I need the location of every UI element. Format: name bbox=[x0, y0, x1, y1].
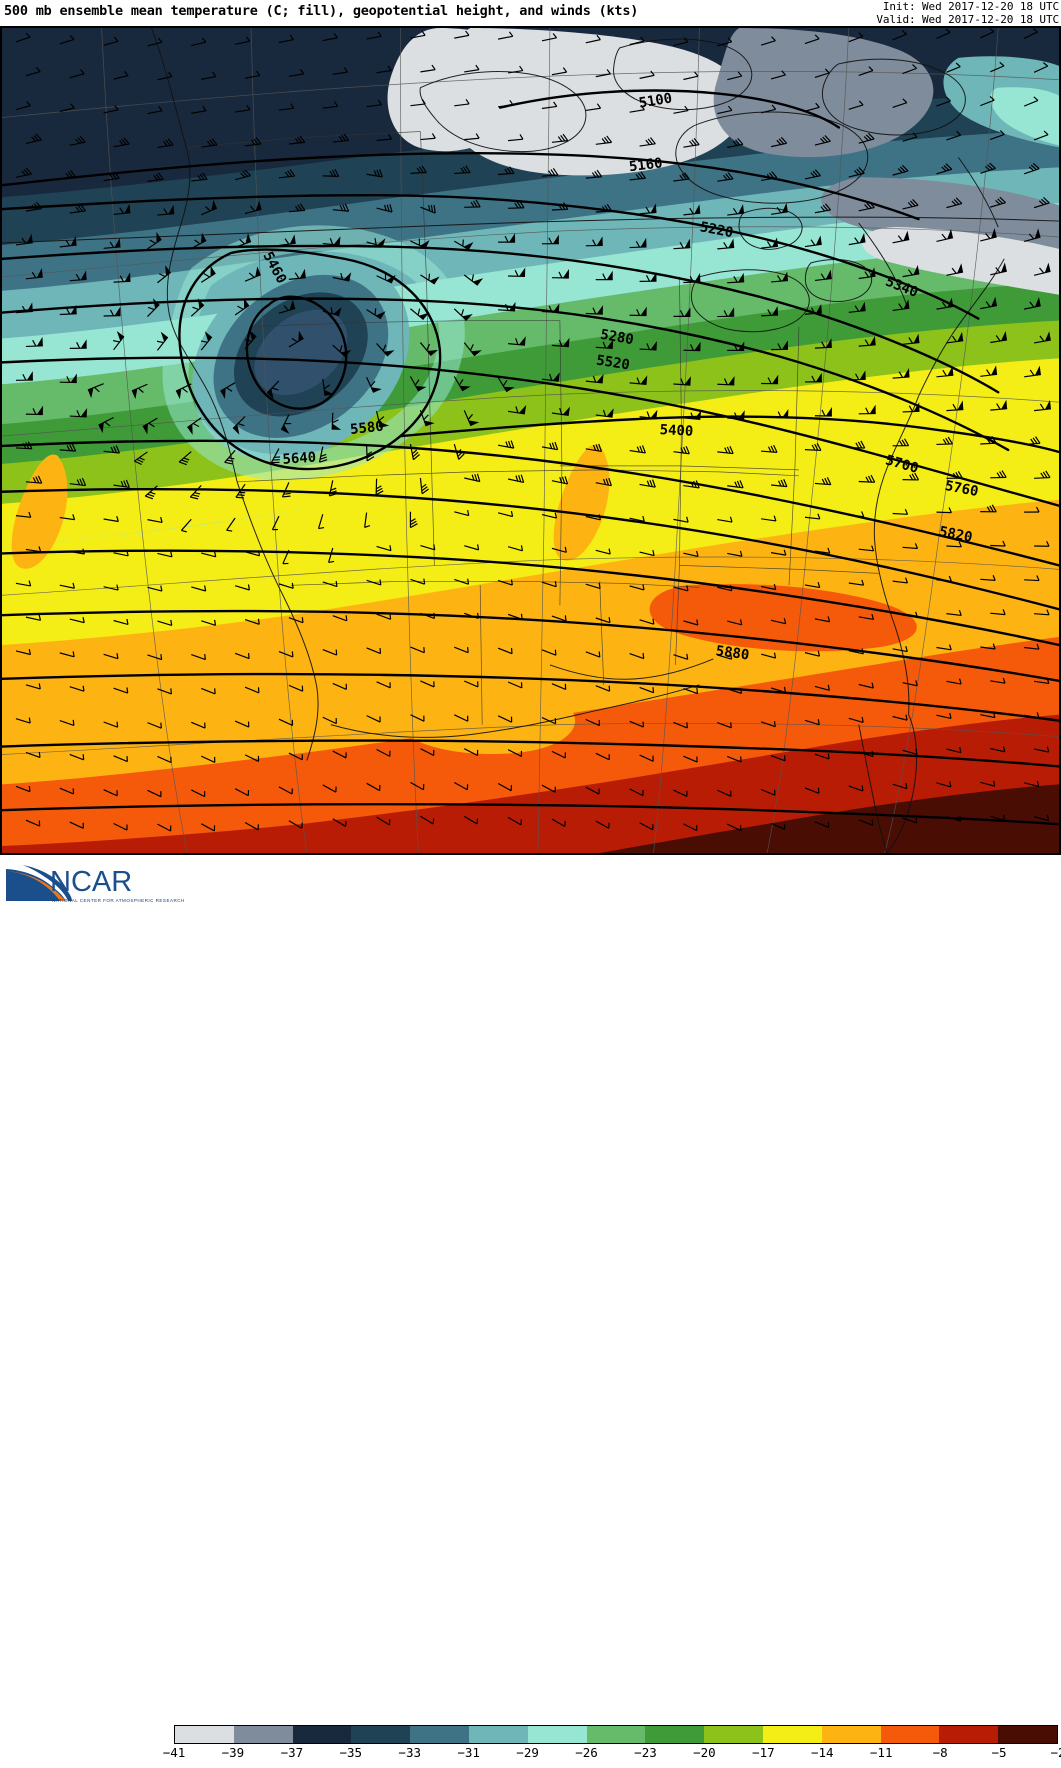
colorbar-tick: −5 bbox=[991, 1745, 1007, 1760]
contour-label: 5820 bbox=[938, 524, 974, 546]
colorbar-swatch bbox=[645, 1726, 705, 1743]
colorbar-tick: −31 bbox=[457, 1745, 480, 1760]
colorbar-swatch bbox=[233, 1726, 293, 1743]
map-canvas: 5100 5160 5220 5280 5340 5400 5460 5520 … bbox=[2, 28, 1059, 853]
contour-label: 5400 bbox=[659, 422, 693, 440]
contour-label: 5760 bbox=[944, 478, 980, 500]
contour-label: 5160 bbox=[628, 155, 663, 175]
init-time-label: Init: Wed 2017-12-20 18 UTC bbox=[882, 0, 1059, 13]
colorbar-swatch bbox=[998, 1726, 1057, 1743]
colorbar: −41 −39 −37 −35 −33 −31 −29 −26 −23 −20 −17 −14 −11 −… bbox=[163, 1725, 1061, 1768]
colorbar-swatch bbox=[468, 1726, 528, 1743]
contour-label: 5640 bbox=[282, 450, 317, 468]
ncar-wordmark: NCAR bbox=[50, 866, 154, 902]
colorbar-tick: −33 bbox=[398, 1745, 422, 1760]
figure-footer: NCAR NATIONAL CENTER FOR ATMOSPHERIC RES… bbox=[0, 857, 1061, 1760]
colorbar-swatch bbox=[704, 1726, 763, 1743]
colorbar-tick: −37 bbox=[280, 1745, 304, 1760]
colorbar-swatch bbox=[527, 1726, 587, 1743]
colorbar-swatch bbox=[351, 1726, 411, 1743]
colorbar-tick: −39 bbox=[221, 1745, 245, 1760]
colorbar-tick: −41 bbox=[162, 1745, 186, 1760]
contour-label: 5880 bbox=[715, 643, 750, 664]
page-title: 500 mb ensemble mean temperature (C; fil… bbox=[4, 3, 639, 19]
colorbar-tick-labels: −41 −39 −37 −35 −33 −31 −29 −26 −23 −20 −17 −14 −11 −… bbox=[163, 1745, 1061, 1765]
colorbar-swatch bbox=[939, 1726, 999, 1743]
ncar-logo-mark bbox=[6, 865, 72, 901]
figure-header: 500 mb ensemble mean temperature (C; fil… bbox=[0, 0, 1061, 26]
colorbar-swatch bbox=[821, 1726, 881, 1743]
contour-label: 5580 bbox=[349, 419, 384, 438]
valid-time-label: Valid: Wed 2017-12-20 18 UTC bbox=[876, 13, 1059, 26]
colorbar-tick: −23 bbox=[634, 1745, 657, 1760]
colorbar-swatch bbox=[292, 1726, 352, 1743]
colorbar-tick: −2 bbox=[1050, 1745, 1061, 1760]
colorbar-tick: −17 bbox=[752, 1745, 775, 1760]
contour-label: 5520 bbox=[595, 353, 631, 374]
svg-text:NCAR: NCAR bbox=[50, 866, 132, 898]
colorbar-tick: −35 bbox=[339, 1745, 363, 1760]
contour-label: 5100 bbox=[638, 91, 674, 112]
colorbar-swatch bbox=[175, 1726, 234, 1743]
colorbar-tick: −29 bbox=[516, 1745, 539, 1760]
colorbar-swatch bbox=[586, 1726, 646, 1743]
ncar-logo: NCAR NATIONAL CENTER FOR ATMOSPHERIC RES… bbox=[4, 861, 184, 907]
colorbar-tick: −26 bbox=[575, 1745, 598, 1760]
colorbar-tick: −8 bbox=[932, 1745, 948, 1760]
map-panel[interactable]: 5100 5160 5220 5280 5340 5400 5460 5520 … bbox=[0, 26, 1061, 855]
colorbar-swatch bbox=[762, 1726, 822, 1743]
colorbar-tick: −11 bbox=[869, 1745, 893, 1760]
ncar-tagline: NATIONAL CENTER FOR ATMOSPHERIC RESEARCH bbox=[52, 898, 185, 903]
colorbar-swatch bbox=[410, 1726, 469, 1743]
colorbar-tick: −14 bbox=[810, 1745, 834, 1760]
contour-label: 5220 bbox=[699, 219, 735, 241]
contour-label: 5280 bbox=[599, 327, 635, 349]
colorbar-swatch bbox=[880, 1726, 940, 1743]
forecast-timestamps: Init: Wed 2017-12-20 18 UTC Valid: Wed 2… bbox=[876, 0, 1059, 26]
colorbar-tick: −20 bbox=[693, 1745, 716, 1760]
colorbar-swatches bbox=[174, 1725, 1058, 1744]
